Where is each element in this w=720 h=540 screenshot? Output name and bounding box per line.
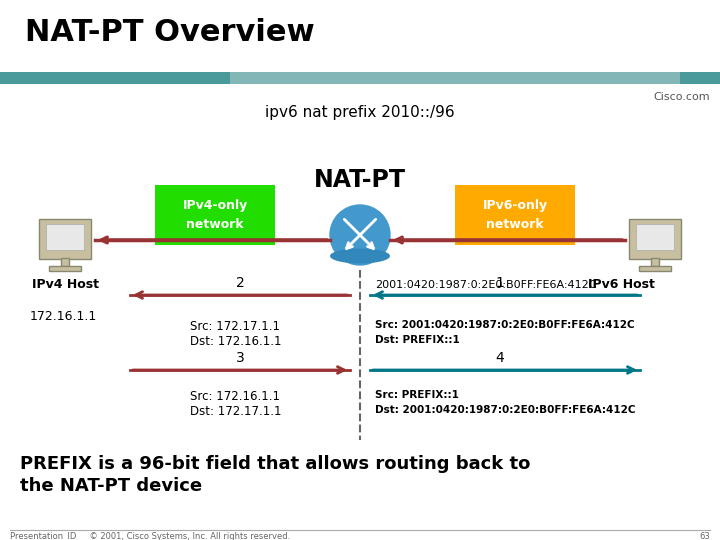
- Text: Cisco.com: Cisco.com: [653, 92, 710, 102]
- FancyBboxPatch shape: [39, 219, 91, 259]
- Bar: [49, 266, 81, 271]
- Text: the NAT-PT device: the NAT-PT device: [20, 477, 202, 495]
- Text: Src: 172.16.1.1: Src: 172.16.1.1: [190, 390, 280, 403]
- FancyBboxPatch shape: [155, 185, 275, 245]
- Text: 63: 63: [699, 532, 710, 540]
- Text: Dst: 172.16.1.1: Dst: 172.16.1.1: [190, 335, 282, 348]
- Ellipse shape: [330, 248, 390, 264]
- Text: 4: 4: [495, 351, 505, 365]
- Text: NAT-PT: NAT-PT: [314, 168, 406, 192]
- Text: Presentation_ID     © 2001, Cisco Systems, Inc. All rights reserved.: Presentation_ID © 2001, Cisco Systems, I…: [10, 532, 290, 540]
- Text: 2: 2: [235, 276, 244, 290]
- Text: 172.16.1.1: 172.16.1.1: [30, 310, 97, 323]
- FancyBboxPatch shape: [455, 185, 575, 245]
- Text: Src: 2001:0420:1987:0:2E0:B0FF:FE6A:412C: Src: 2001:0420:1987:0:2E0:B0FF:FE6A:412C: [375, 320, 634, 330]
- Bar: [61, 258, 69, 266]
- Text: IPv6-only
network: IPv6-only network: [482, 199, 548, 231]
- Text: NAT-PT Overview: NAT-PT Overview: [25, 18, 315, 47]
- Text: IPv4-only
network: IPv4-only network: [182, 199, 248, 231]
- Bar: [651, 258, 659, 266]
- FancyBboxPatch shape: [636, 224, 674, 250]
- Text: Src: PREFIX::1: Src: PREFIX::1: [375, 390, 459, 400]
- Text: Dst: PREFIX::1: Dst: PREFIX::1: [375, 335, 460, 345]
- Bar: [0, 72, 720, 84]
- Bar: [230, 72, 680, 84]
- Bar: [639, 266, 671, 271]
- FancyBboxPatch shape: [629, 219, 681, 259]
- Text: Dst: 2001:0420:1987:0:2E0:B0FF:FE6A:412C: Dst: 2001:0420:1987:0:2E0:B0FF:FE6A:412C: [375, 405, 636, 415]
- Text: 1: 1: [495, 276, 505, 290]
- Circle shape: [330, 205, 390, 265]
- Text: IPv4 Host: IPv4 Host: [32, 278, 99, 291]
- Text: PREFIX is a 96-bit field that allows routing back to: PREFIX is a 96-bit field that allows rou…: [20, 455, 531, 473]
- FancyBboxPatch shape: [46, 224, 84, 250]
- Text: 2001:0420:1987:0:2E0:B0FF:FE6A:412C: 2001:0420:1987:0:2E0:B0FF:FE6A:412C: [375, 280, 596, 290]
- Text: IPv6 Host: IPv6 Host: [588, 278, 655, 291]
- Text: 3: 3: [235, 351, 244, 365]
- Text: Dst: 172.17.1.1: Dst: 172.17.1.1: [190, 405, 282, 418]
- Text: ipv6 nat prefix 2010::/96: ipv6 nat prefix 2010::/96: [265, 105, 455, 120]
- Text: Src: 172.17.1.1: Src: 172.17.1.1: [190, 320, 280, 333]
